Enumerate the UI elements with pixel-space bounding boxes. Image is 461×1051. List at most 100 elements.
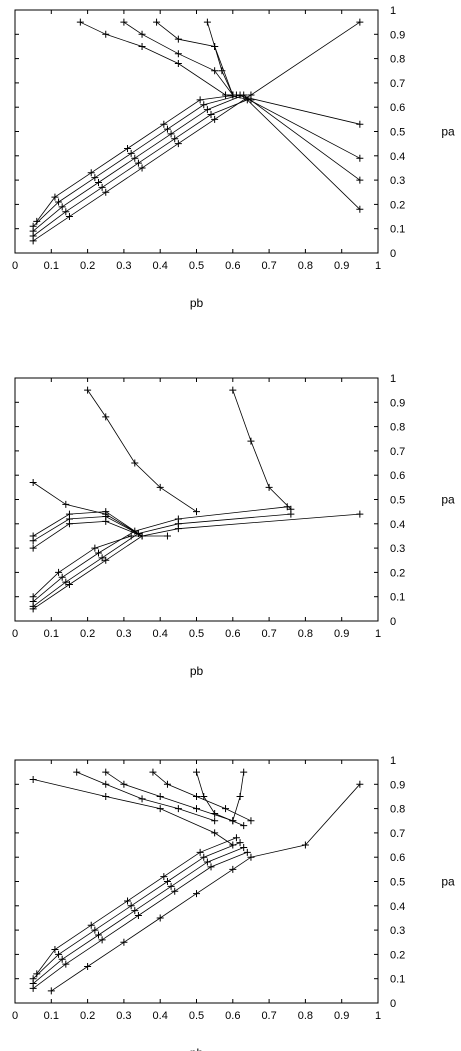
data-point-marker [138, 42, 146, 50]
y-tick-label: 0.4 [390, 519, 405, 531]
data-point-marker [94, 931, 102, 939]
data-point-marker [33, 217, 41, 225]
y-tick-label: 0.1 [390, 974, 405, 986]
y-tick-label: 0.4 [390, 901, 405, 913]
data-point-marker [102, 188, 110, 196]
series-line-9 [87, 389, 197, 512]
data-point-marker [76, 18, 84, 26]
data-point-marker [174, 50, 182, 58]
data-point-marker [200, 101, 208, 109]
data-point-marker [29, 532, 37, 540]
x-tick-label: 0.1 [44, 628, 59, 640]
series-line-10 [196, 771, 244, 826]
data-point-marker [160, 120, 168, 128]
data-point-marker [91, 544, 99, 552]
y-tick-label: 0.2 [390, 949, 405, 961]
x-tick-label: 0.3 [116, 628, 131, 640]
y-axis-label: pa [441, 125, 455, 139]
series-line-1 [32, 513, 360, 610]
x-tick-label: 0.5 [189, 628, 204, 640]
x-tick-label: 0.9 [334, 628, 349, 640]
y-tick-label: 0.3 [390, 175, 405, 187]
y-tick-label: 0.8 [390, 54, 405, 66]
x-tick-label: 0.4 [153, 260, 168, 272]
y-tick-label: 0.9 [390, 29, 405, 41]
y-tick-label: 0 [390, 616, 396, 628]
data-point-marker [287, 505, 295, 513]
x-tick-label: 0 [12, 628, 18, 640]
data-point-marker [127, 149, 135, 157]
series-line-4 [32, 535, 168, 597]
data-point-marker [62, 208, 70, 216]
data-point-marker [120, 18, 128, 26]
data-point-marker [91, 174, 99, 182]
x-tick-label: 0.4 [153, 1010, 168, 1022]
data-point-marker [102, 413, 110, 421]
data-point-marker [29, 775, 37, 783]
y-tick-label: 0.9 [390, 779, 405, 791]
data-point-marker [193, 792, 200, 800]
data-point-marker [229, 91, 237, 99]
series-line-8 [32, 482, 143, 537]
data-point-marker [120, 938, 128, 946]
data-point-marker [153, 18, 161, 26]
y-axis-label: pa [441, 493, 455, 507]
series-line-1 [51, 784, 361, 992]
series-line-2 [32, 851, 248, 989]
data-point-marker [200, 853, 208, 861]
y-tick-label: 0 [390, 248, 396, 260]
series-line-3 [32, 94, 361, 232]
series-line-2 [32, 513, 291, 607]
data-point-marker [211, 829, 219, 837]
data-point-marker [102, 768, 110, 776]
series-line-5 [36, 837, 237, 975]
data-point-marker [207, 863, 215, 871]
x-tick-label: 0.9 [334, 260, 349, 272]
data-point-marker [138, 30, 146, 38]
series-line-7 [32, 511, 143, 537]
data-point-marker [29, 975, 37, 983]
data-point-marker [156, 792, 164, 800]
data-point-marker [163, 125, 171, 133]
y-tick-label: 0.9 [390, 397, 405, 409]
data-point-marker [127, 902, 135, 910]
data-point-marker [55, 950, 63, 958]
data-point-marker [356, 120, 364, 128]
series-line-5 [36, 94, 360, 222]
y-tick-label: 0.2 [390, 567, 405, 579]
data-point-marker [283, 503, 291, 511]
data-point-marker [87, 921, 95, 929]
data-point-marker [193, 805, 200, 813]
x-tick-label: 0.8 [298, 628, 313, 640]
data-point-marker [102, 510, 110, 518]
x-tick-label: 0.2 [80, 628, 95, 640]
series-line-5 [32, 520, 143, 549]
data-point-marker [65, 581, 73, 589]
y-tick-label: 0.1 [390, 224, 405, 236]
data-point-marker [131, 154, 139, 162]
data-point-marker [193, 508, 200, 516]
data-point-marker [211, 809, 219, 817]
data-point-marker [167, 882, 175, 890]
data-point-marker [94, 179, 102, 187]
x-tick-label: 0.6 [225, 628, 240, 640]
x-tick-label: 0 [12, 1010, 18, 1022]
data-point-marker [91, 926, 99, 934]
data-point-marker [55, 198, 63, 206]
data-point-marker [29, 222, 37, 230]
data-point-marker [229, 865, 237, 873]
data-point-marker [247, 853, 255, 861]
x-tick-label: 0.4 [153, 628, 168, 640]
data-point-marker [240, 822, 248, 830]
series-line-6 [32, 516, 143, 542]
data-point-marker [356, 205, 364, 213]
data-point-marker [163, 780, 171, 788]
data-point-marker [131, 907, 139, 915]
x-tick-label: 1 [375, 260, 381, 272]
data-point-marker [265, 483, 273, 491]
data-point-marker [156, 914, 164, 922]
y-tick-label: 0.6 [390, 102, 405, 114]
x-axis-label: pb [190, 296, 204, 310]
data-point-marker [174, 59, 182, 67]
data-point-marker [156, 805, 164, 813]
